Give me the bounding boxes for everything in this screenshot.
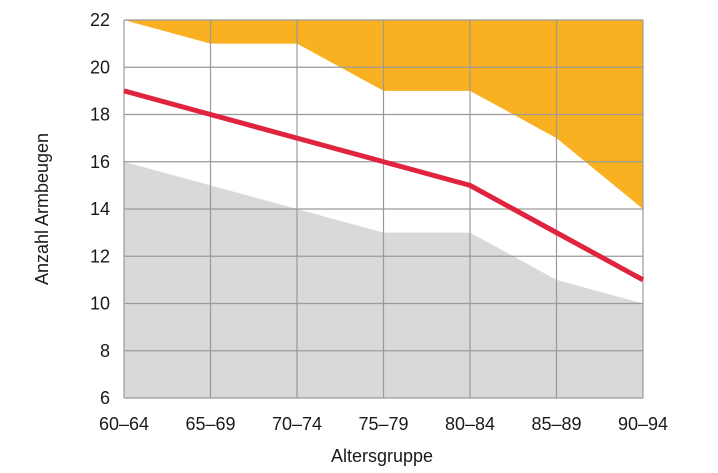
- y-tick-label: 20: [90, 57, 110, 77]
- x-tick-label: 75–79: [358, 414, 408, 434]
- median-line: [123, 88, 645, 283]
- y-tick-label: 14: [90, 199, 110, 219]
- y-tick-label: 18: [90, 105, 110, 125]
- y-tick-label: 8: [100, 341, 110, 361]
- y-tick-label: 12: [90, 246, 110, 266]
- x-tick-label: 85–89: [531, 414, 581, 434]
- x-tick-label: 80–84: [445, 414, 495, 434]
- y-tick-label: 6: [100, 388, 110, 408]
- x-tick-label: 65–69: [185, 414, 235, 434]
- y-axis-title: Anzahl Armbeugen: [32, 133, 52, 285]
- x-tick-label: 60–64: [99, 414, 149, 434]
- y-tick-label: 16: [90, 152, 110, 172]
- x-tick-label: 90–94: [618, 414, 668, 434]
- x-axis-title: Altersgruppe: [331, 446, 433, 466]
- x-tick-label: 70–74: [272, 414, 322, 434]
- y-tick-label: 10: [90, 294, 110, 314]
- y-tick-label: 22: [90, 10, 110, 30]
